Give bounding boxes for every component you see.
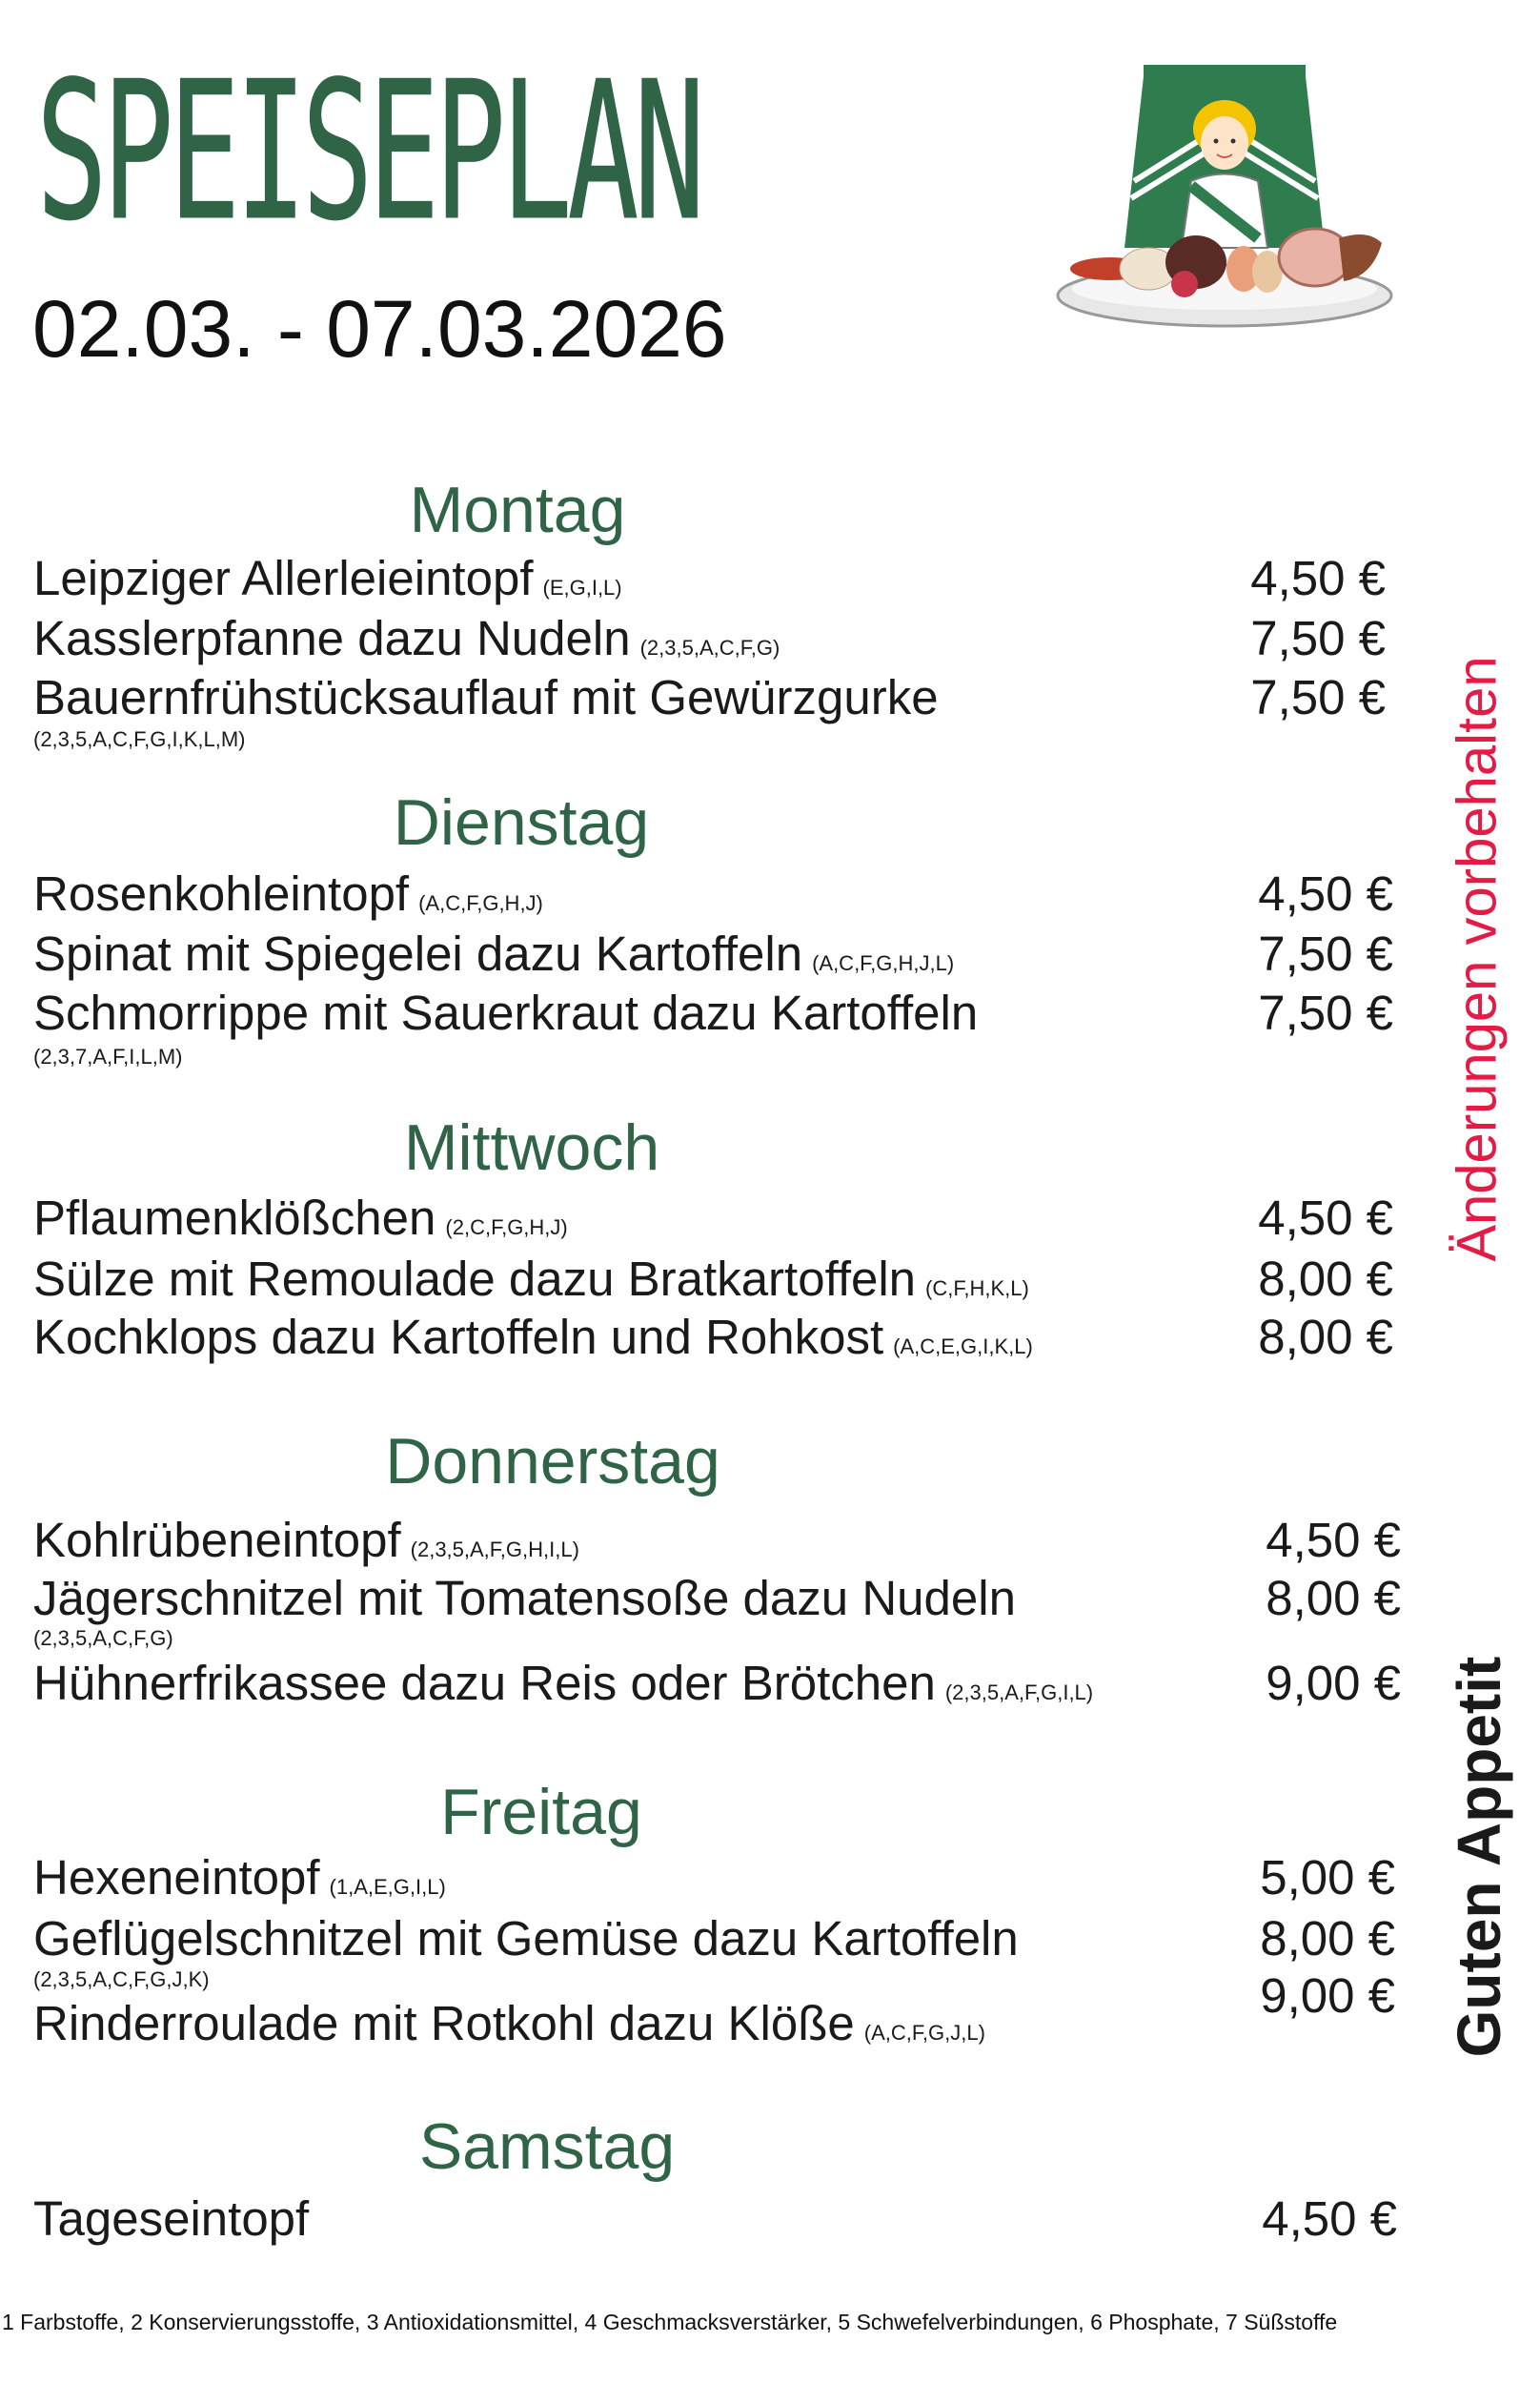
dish-name: Tageseintopf [33,2191,310,2246]
menu-item: Kochklops dazu Kartoffeln und Rohkost (A,… [33,1309,1033,1375]
dish-name: Jägerschnitzel mit Tomatensoße dazu Nude… [33,1571,1016,1625]
price: 8,00 € [1258,1310,1393,1364]
dish-name: Kohlrübeneintopf [33,1513,401,1567]
menu-item: Hexeneintopf (1,A,E,G,I,L) [33,1849,446,1916]
woman-with-sausage-platter-logo [1056,65,1393,328]
allergen-codes: (2,3,5,A,C,F,G,I,K,L,M) [33,727,246,751]
price: 7,50 € [1258,986,1393,1040]
dish-name: Schmorrippe mit Sauerkraut dazu Kartoffe… [33,986,979,1040]
menu-item: Pflaumenklößchen (2,C,F,G,H,J) [33,1190,568,1256]
allergen-codes: (2,C,F,G,H,J) [445,1215,568,1239]
price: 5,00 € [1260,1850,1395,1904]
price: 4,50 € [1258,1191,1393,1245]
menu-item: Sülze mit Remoulade dazu Bratkartoffeln (… [33,1251,1029,1317]
price: 7,50 € [1250,611,1386,665]
dish-name: Leipziger Allerleieintopf [33,551,534,605]
menu-item: Kasslerpfanne dazu Nudeln (2,3,5,A,C,F,G) [33,610,780,677]
dish-name: Geflügelschnitzel mit Gemüse dazu Kartof… [33,1911,1019,1965]
dish-name: Kochklops dazu Kartoffeln und Rohkost [33,1310,884,1364]
menu-item: Geflügelschnitzel mit Gemüse dazu Kartof… [33,1910,1019,1967]
dish-name: Spinat mit Spiegelei dazu Kartoffeln [33,927,803,981]
menu-item: Hühnerfrikassee dazu Reis oder Brötchen (… [33,1655,1093,1721]
price: 8,00 € [1260,1911,1395,1965]
allergen-codes: (1,A,E,G,I,L) [329,1875,446,1899]
price: 4,50 € [1266,1513,1401,1567]
day-heading: Samstag [418,2110,676,2183]
allergen-codes: (C,F,H,K,L) [925,1276,1029,1300]
menu-item: Schmorrippe mit Sauerkraut dazu Kartoffe… [33,985,978,1042]
price: 7,50 € [1258,927,1393,981]
dish-name: Kasslerpfanne dazu Nudeln [33,611,631,665]
greeting: Guten Appetit [1445,1656,1513,2058]
menu-item: Leipziger Allerleieintopf (E,G,I,L) [33,550,622,617]
dish-name: Hexeneintopf [33,1850,320,1904]
price: 4,50 € [1250,551,1386,605]
dish-name: Sülze mit Remoulade dazu Bratkartoffeln [33,1252,917,1306]
day-heading: Montag [409,474,626,546]
price: 8,00 € [1258,1252,1393,1306]
menu-item: Rinderroulade mit Rotkohl dazu Klöße (A,C… [33,1995,985,2062]
dish-name: Rosenkohleintopf [33,866,410,921]
menu-item: Tageseintopf [33,2190,309,2248]
menu-item: Rosenkohleintopf (A,C,F,G,H,J) [33,866,543,932]
page-title: SPEISEPLAN [36,41,706,263]
price: 4,50 € [1262,2191,1397,2246]
day-heading: Mittwoch [403,1111,660,1184]
menu-item: Kohlrübeneintopf (2,3,5,A,F,G,H,I,L) [33,1512,579,1578]
allergen-codes: (2,3,7,A,F,I,L,M) [33,1045,183,1069]
price: 9,00 € [1260,1968,1395,2023]
menu-item: Jägerschnitzel mit Tomatensoße dazu Nude… [33,1570,1016,1627]
dish-name: Hühnerfrikassee dazu Reis oder Brötchen [33,1656,936,1710]
menu-item: Spinat mit Spiegelei dazu Kartoffeln (A,C… [33,926,954,992]
allergen-codes: (A,C,E,G,I,K,L) [893,1334,1033,1358]
price: 8,00 € [1266,1571,1401,1625]
allergen-codes: (E,G,I,L) [542,576,622,600]
allergen-codes: (2,3,5,A,F,G,H,I,L) [410,1538,579,1561]
changes-reserved-notice: Änderungen vorbehalten [1446,656,1509,1262]
menu-item: Bauernfrühstücksauflauf mit Gewürzgurke [33,669,939,726]
allergen-codes: (A,C,F,G,J,L) [863,2021,985,2045]
dish-name: Bauernfrühstücksauflauf mit Gewürzgurke [33,670,939,724]
price: 9,00 € [1266,1656,1401,1710]
price: 7,50 € [1250,670,1386,724]
allergen-codes: (A,C,F,G,H,J) [418,891,543,915]
date-range: 02.03. - 07.03.2026 [32,284,727,374]
allergen-codes: (2,3,5,A,C,F,G) [33,1626,173,1650]
day-heading: Dienstag [393,786,650,859]
price: 4,50 € [1258,866,1393,921]
allergen-codes: (A,C,F,G,H,J,L) [812,951,955,975]
allergen-codes: (2,3,5,A,C,F,G) [639,636,780,660]
day-heading: Freitag [440,1776,642,1848]
additives-legend: 1 Farbstoffe, 2 Konservierungsstoffe, 3 … [2,2310,1338,2334]
dish-name: Rinderroulade mit Rotkohl dazu Klöße [33,1996,855,2050]
allergen-codes: (2,3,5,A,F,G,I,L) [944,1680,1094,1704]
day-heading: Donnerstag [385,1425,720,1497]
allergen-codes: (2,3,5,A,C,F,G,J,K) [33,1967,210,1991]
dish-name: Pflaumenklößchen [33,1191,436,1245]
